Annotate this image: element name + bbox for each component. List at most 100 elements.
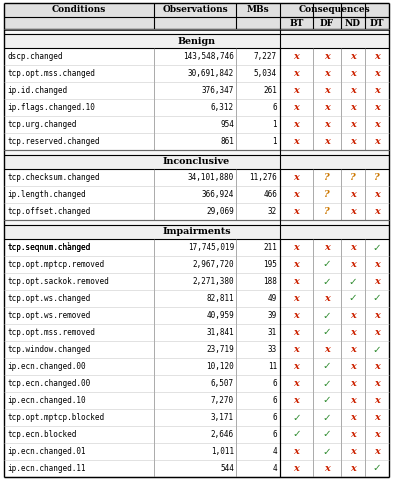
Text: ip.flags.changed.10: ip.flags.changed.10 xyxy=(7,103,95,112)
Text: 2,271,380: 2,271,380 xyxy=(193,277,234,286)
Text: x: x xyxy=(374,190,380,199)
Text: x: x xyxy=(374,379,380,388)
Text: 31: 31 xyxy=(268,328,277,337)
Text: x: x xyxy=(350,260,356,269)
Text: x: x xyxy=(294,294,299,303)
Text: x: x xyxy=(374,260,380,269)
Text: x: x xyxy=(374,69,380,78)
Text: x: x xyxy=(350,328,356,337)
Text: tcp.seqnum.changed: tcp.seqnum.changed xyxy=(7,243,90,252)
Text: x: x xyxy=(374,447,380,456)
Text: tcp.seqnum.changed: tcp.seqnum.changed xyxy=(7,243,90,252)
Text: x: x xyxy=(294,379,299,388)
Text: x: x xyxy=(350,413,356,422)
Text: ✓: ✓ xyxy=(323,412,331,422)
Text: BT: BT xyxy=(289,19,304,28)
Text: ✓: ✓ xyxy=(349,293,357,303)
Text: 2,646: 2,646 xyxy=(211,430,234,439)
Text: ?: ? xyxy=(350,173,356,182)
Text: 33: 33 xyxy=(268,345,277,354)
Text: x: x xyxy=(374,328,380,337)
Text: 31,841: 31,841 xyxy=(206,328,234,337)
Text: Inconclusive: Inconclusive xyxy=(163,157,230,166)
Text: 211: 211 xyxy=(263,243,277,252)
Text: x: x xyxy=(350,464,356,473)
Text: x: x xyxy=(294,277,299,286)
Text: x: x xyxy=(350,69,356,78)
Text: tcp.ecn.changed.00: tcp.ecn.changed.00 xyxy=(7,379,90,388)
Text: Impairments: Impairments xyxy=(162,227,231,236)
Text: x: x xyxy=(374,120,380,129)
Text: x: x xyxy=(374,86,380,95)
Text: x: x xyxy=(350,396,356,405)
Text: 7,227: 7,227 xyxy=(254,52,277,61)
Text: x: x xyxy=(294,69,299,78)
Text: x: x xyxy=(350,311,356,320)
Text: ?: ? xyxy=(324,173,330,182)
Text: x: x xyxy=(374,362,380,371)
Text: x: x xyxy=(350,447,356,456)
Text: x: x xyxy=(294,362,299,371)
Text: tcp.opt.mptcp.blocked: tcp.opt.mptcp.blocked xyxy=(7,413,104,422)
Text: ?: ? xyxy=(324,190,330,199)
Text: dscp.changed: dscp.changed xyxy=(7,52,62,61)
Text: x: x xyxy=(374,396,380,405)
Text: ✓: ✓ xyxy=(323,277,331,286)
Text: 954: 954 xyxy=(220,120,234,129)
Text: ip.ecn.changed.11: ip.ecn.changed.11 xyxy=(7,464,86,473)
Text: x: x xyxy=(350,430,356,439)
Text: 4: 4 xyxy=(272,464,277,473)
Text: 4: 4 xyxy=(272,447,277,456)
Text: x: x xyxy=(294,311,299,320)
Text: ✓: ✓ xyxy=(292,412,301,422)
Text: DT: DT xyxy=(370,19,384,28)
Text: ✓: ✓ xyxy=(349,277,357,286)
Text: x: x xyxy=(294,103,299,112)
Text: ND: ND xyxy=(345,19,361,28)
Text: 6: 6 xyxy=(272,413,277,422)
Text: x: x xyxy=(324,345,330,354)
Text: x: x xyxy=(324,243,330,252)
Text: tcp.opt.sackok.removed: tcp.opt.sackok.removed xyxy=(7,277,109,286)
Text: 261: 261 xyxy=(263,86,277,95)
Text: ✓: ✓ xyxy=(373,293,381,303)
Text: tcp.opt.ws.removed: tcp.opt.ws.removed xyxy=(7,311,90,320)
Text: x: x xyxy=(350,120,356,129)
Text: x: x xyxy=(294,260,299,269)
Text: ✓: ✓ xyxy=(323,396,331,406)
Text: 40,959: 40,959 xyxy=(206,311,234,320)
Text: x: x xyxy=(374,311,380,320)
Text: DF: DF xyxy=(320,19,334,28)
Text: ip.id.changed: ip.id.changed xyxy=(7,86,67,95)
Text: Conditions: Conditions xyxy=(52,6,106,15)
Text: x: x xyxy=(350,345,356,354)
Text: ?: ? xyxy=(374,173,380,182)
Text: x: x xyxy=(350,137,356,146)
Text: ip.ecn.changed.01: ip.ecn.changed.01 xyxy=(7,447,86,456)
Text: 6: 6 xyxy=(272,430,277,439)
Text: 6: 6 xyxy=(272,379,277,388)
Text: x: x xyxy=(350,190,356,199)
Text: x: x xyxy=(350,362,356,371)
Text: 466: 466 xyxy=(263,190,277,199)
Text: 1: 1 xyxy=(66,242,70,247)
Text: 6: 6 xyxy=(272,103,277,112)
Text: 6: 6 xyxy=(272,396,277,405)
Text: ✓: ✓ xyxy=(323,447,331,457)
Text: tcp.reserved.changed: tcp.reserved.changed xyxy=(7,137,99,146)
Text: ?: ? xyxy=(324,207,330,216)
Text: x: x xyxy=(324,103,330,112)
Text: Consequences: Consequences xyxy=(299,6,370,15)
Text: x: x xyxy=(294,396,299,405)
Text: 30,691,842: 30,691,842 xyxy=(188,69,234,78)
Text: Benign: Benign xyxy=(178,36,215,45)
Text: ✓: ✓ xyxy=(323,310,331,321)
Text: 2,967,720: 2,967,720 xyxy=(193,260,234,269)
Text: ✓: ✓ xyxy=(373,242,381,253)
Text: 366,924: 366,924 xyxy=(202,190,234,199)
Text: x: x xyxy=(324,120,330,129)
Text: ✓: ✓ xyxy=(292,429,301,439)
Text: x: x xyxy=(374,137,380,146)
Text: 49: 49 xyxy=(268,294,277,303)
Text: 6,507: 6,507 xyxy=(211,379,234,388)
